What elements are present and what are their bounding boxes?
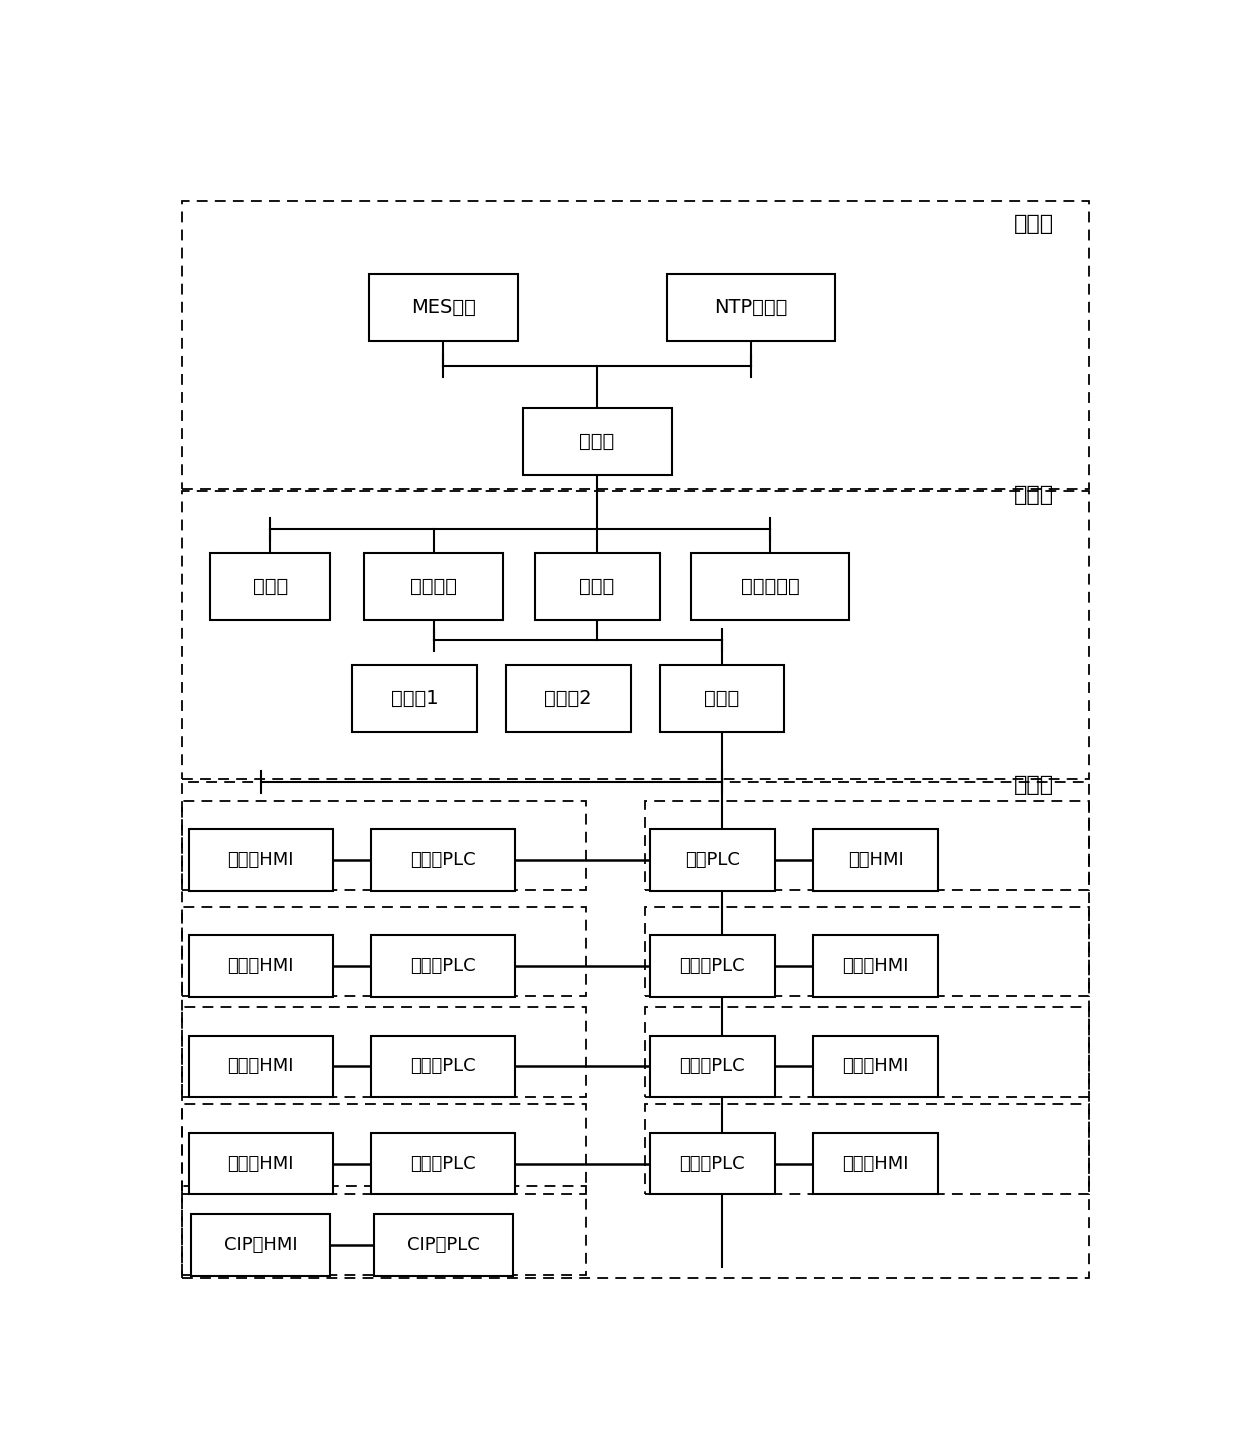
Text: 进出料PLC: 进出料PLC (680, 956, 745, 975)
Text: 冗余服务器: 冗余服务器 (740, 577, 800, 596)
Bar (182, 491, 1089, 778)
Bar (182, 907, 585, 995)
Text: 设备层: 设备层 (1014, 775, 1054, 796)
Bar (650, 829, 775, 891)
Text: 烘箱PLC: 烘箱PLC (684, 851, 740, 869)
Bar (211, 554, 330, 620)
Text: 灌装机PLC: 灌装机PLC (410, 956, 476, 975)
Text: 轧盖机PLC: 轧盖机PLC (410, 1058, 476, 1075)
Bar (650, 1036, 775, 1097)
Bar (352, 665, 477, 732)
Bar (365, 554, 503, 620)
Text: 交换机: 交换机 (704, 688, 739, 707)
Bar (182, 1104, 585, 1194)
Text: 清洗机PLC: 清洗机PLC (410, 851, 476, 869)
Bar (506, 665, 631, 732)
Bar (645, 1007, 1089, 1097)
Text: 进出料HMI: 进出料HMI (842, 956, 909, 975)
Text: 服务器: 服务器 (579, 577, 615, 596)
Bar (371, 936, 516, 997)
Text: 清洗机HMI: 清洗机HMI (227, 851, 294, 869)
Bar (813, 936, 939, 997)
Bar (645, 801, 1089, 890)
Bar (650, 936, 775, 997)
Text: MES系统: MES系统 (410, 298, 476, 317)
Text: 冻干机PLC: 冻干机PLC (680, 1155, 745, 1172)
Text: CIP站HMI: CIP站HMI (224, 1236, 298, 1253)
Text: 烘箱HMI: 烘箱HMI (848, 851, 904, 869)
Bar (182, 1007, 585, 1097)
Bar (188, 1036, 332, 1097)
Text: 外洗机PLC: 外洗机PLC (680, 1058, 745, 1075)
Bar (188, 936, 332, 997)
Bar (182, 801, 585, 890)
Bar (368, 274, 518, 342)
Text: 打印机: 打印机 (253, 577, 288, 596)
Bar (667, 274, 835, 342)
Text: 灌装机HMI: 灌装机HMI (227, 956, 294, 975)
Bar (182, 1185, 585, 1275)
Text: 工程师站: 工程师站 (410, 577, 458, 596)
Bar (373, 1214, 513, 1275)
Text: 操作层: 操作层 (1014, 485, 1054, 506)
Text: 防火墙: 防火墙 (579, 432, 615, 451)
Bar (813, 1036, 939, 1097)
Text: 隔离器PLC: 隔离器PLC (410, 1155, 476, 1172)
Bar (691, 554, 849, 620)
Bar (534, 554, 660, 620)
Bar (371, 1036, 516, 1097)
Text: 客户端2: 客户端2 (544, 688, 591, 707)
Bar (188, 829, 332, 891)
Text: 冻干机HMI: 冻干机HMI (842, 1155, 909, 1172)
Text: 客户端1: 客户端1 (391, 688, 438, 707)
Bar (191, 1214, 330, 1275)
Bar (660, 665, 785, 732)
Text: 外洗机HMI: 外洗机HMI (842, 1058, 909, 1075)
Text: 隔离器HMI: 隔离器HMI (227, 1155, 294, 1172)
Bar (645, 907, 1089, 995)
Bar (371, 829, 516, 891)
Bar (813, 829, 939, 891)
Text: CIP站PLC: CIP站PLC (407, 1236, 480, 1253)
Bar (645, 1104, 1089, 1194)
Text: NTP服务器: NTP服务器 (714, 298, 787, 317)
Bar (182, 200, 1089, 488)
Bar (522, 409, 672, 475)
Bar (188, 1133, 332, 1194)
Bar (813, 1133, 939, 1194)
Text: 轧盖机HMI: 轧盖机HMI (227, 1058, 294, 1075)
Text: 管理层: 管理层 (1014, 214, 1054, 235)
Bar (371, 1133, 516, 1194)
Bar (650, 1133, 775, 1194)
Bar (182, 782, 1089, 1278)
